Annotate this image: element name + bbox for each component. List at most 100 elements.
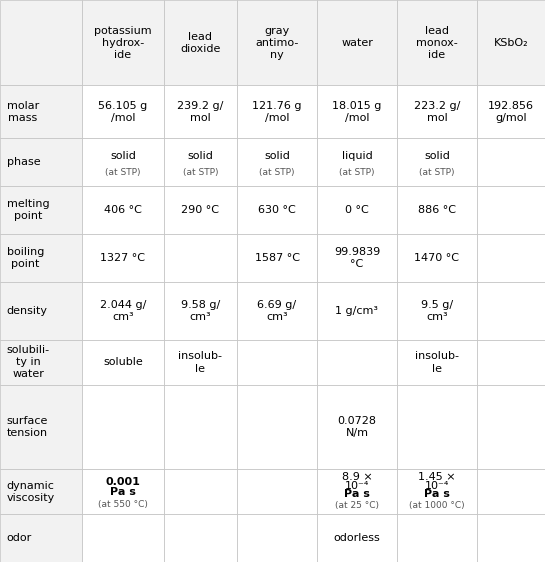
Bar [164, 514, 238, 562]
Bar [238, 514, 317, 562]
Text: 121.76 g
/mol: 121.76 g /mol [252, 101, 302, 123]
Bar [0, 138, 82, 186]
Bar [317, 340, 397, 385]
Bar [397, 234, 476, 282]
Bar [238, 340, 317, 385]
Text: melting
point: melting point [7, 199, 49, 221]
Text: odor: odor [7, 533, 32, 543]
Bar [238, 186, 317, 234]
Text: water: water [341, 38, 373, 48]
Bar [164, 85, 238, 138]
Bar [238, 138, 317, 186]
Bar [476, 0, 545, 85]
Bar [476, 514, 545, 562]
Text: solid: solid [187, 151, 214, 161]
Text: 8.9 ×: 8.9 × [342, 472, 372, 482]
Text: insolub-
le: insolub- le [178, 351, 222, 374]
Bar [164, 234, 238, 282]
Text: (at 1000 °C): (at 1000 °C) [409, 501, 465, 510]
Text: phase: phase [7, 157, 40, 167]
Text: (at 25 °C): (at 25 °C) [335, 501, 379, 510]
Bar [397, 514, 476, 562]
Text: 1470 °C: 1470 °C [414, 253, 459, 263]
Bar [82, 0, 164, 85]
Text: (at STP): (at STP) [419, 168, 455, 177]
Text: density: density [7, 306, 47, 316]
Text: 0.0728
N/m: 0.0728 N/m [337, 416, 377, 438]
Text: 886 °C: 886 °C [418, 205, 456, 215]
Bar [0, 186, 82, 234]
Bar [476, 385, 545, 469]
Text: 1587 °C: 1587 °C [255, 253, 300, 263]
Text: Pa s: Pa s [424, 490, 450, 499]
Bar [476, 186, 545, 234]
Bar [476, 282, 545, 340]
Text: solid: solid [110, 151, 136, 161]
Text: 99.9839
°C: 99.9839 °C [334, 247, 380, 269]
Bar [476, 469, 545, 514]
Bar [317, 186, 397, 234]
Text: Pa s: Pa s [344, 490, 370, 499]
Bar [238, 138, 317, 186]
Text: solid: solid [424, 151, 450, 161]
Bar [0, 0, 82, 85]
Bar [317, 469, 397, 514]
Bar [317, 469, 397, 514]
Bar [317, 138, 397, 186]
Bar [0, 234, 82, 282]
Text: surface
tension: surface tension [7, 416, 48, 438]
Bar [82, 138, 164, 186]
Bar [82, 340, 164, 385]
Text: 406 °C: 406 °C [104, 205, 142, 215]
Text: odorless: odorless [334, 533, 380, 543]
Bar [476, 138, 545, 186]
Text: 6.69 g/
cm³: 6.69 g/ cm³ [257, 300, 296, 322]
Bar [238, 234, 317, 282]
Bar [317, 85, 397, 138]
Bar [0, 282, 82, 340]
Bar [0, 469, 82, 514]
Bar [82, 385, 164, 469]
Bar [397, 469, 476, 514]
Bar [397, 340, 476, 385]
Text: 1 g/cm³: 1 g/cm³ [336, 306, 378, 316]
Bar [82, 469, 164, 514]
Bar [164, 186, 238, 234]
Text: boiling
point: boiling point [7, 247, 44, 269]
Text: (at STP): (at STP) [339, 168, 375, 177]
Text: insolub-
le: insolub- le [415, 351, 459, 374]
Bar [317, 282, 397, 340]
Bar [82, 469, 164, 514]
Bar [397, 138, 476, 186]
Bar [317, 385, 397, 469]
Text: 18.015 g
/mol: 18.015 g /mol [332, 101, 382, 123]
Text: (at STP): (at STP) [105, 168, 141, 177]
Bar [317, 234, 397, 282]
Bar [0, 85, 82, 138]
Text: 239.2 g/
mol: 239.2 g/ mol [177, 101, 223, 123]
Text: liquid: liquid [342, 151, 372, 161]
Text: KSbO₂: KSbO₂ [493, 38, 528, 48]
Bar [476, 85, 545, 138]
Text: 290 °C: 290 °C [181, 205, 220, 215]
Text: soluble: soluble [103, 357, 143, 368]
Text: (at STP): (at STP) [259, 168, 295, 177]
Text: solubili-
ty in
water: solubili- ty in water [7, 346, 50, 379]
Bar [82, 186, 164, 234]
Bar [0, 385, 82, 469]
Bar [397, 0, 476, 85]
Bar [317, 514, 397, 562]
Bar [397, 385, 476, 469]
Text: 1327 °C: 1327 °C [100, 253, 146, 263]
Text: Pa s: Pa s [110, 487, 136, 497]
Bar [0, 514, 82, 562]
Text: 10⁻⁴: 10⁻⁴ [425, 481, 449, 491]
Text: 9.58 g/
cm³: 9.58 g/ cm³ [181, 300, 220, 322]
Bar [476, 340, 545, 385]
Text: gray
antimo-
ny: gray antimo- ny [256, 26, 299, 60]
Bar [82, 234, 164, 282]
Bar [82, 138, 164, 186]
Text: (at 550 °C): (at 550 °C) [98, 500, 148, 509]
Text: lead
dioxide: lead dioxide [180, 31, 221, 53]
Bar [397, 85, 476, 138]
